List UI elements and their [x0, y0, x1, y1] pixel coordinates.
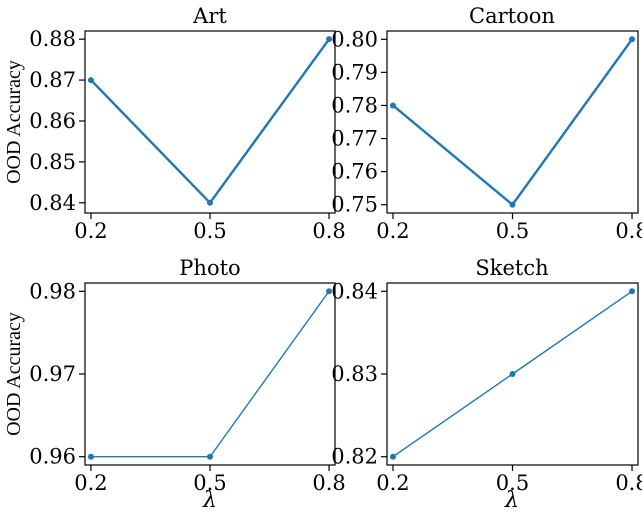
series-line	[90, 290, 330, 458]
y-tick-label: 0.96	[29, 445, 76, 469]
y-tick-label: 0.85	[29, 150, 76, 174]
x-tick-label: 0.8	[615, 219, 642, 243]
data-point	[207, 199, 213, 206]
data-point	[87, 77, 94, 84]
y-tick-label: 0.77	[331, 127, 378, 151]
data-point	[326, 36, 333, 43]
y-tick-label: 0.78	[331, 93, 378, 117]
plot-frame	[84, 30, 336, 214]
plot-marks: 0.84 0.85 0.86 0.87 0.88 0.2 0.5 0.8	[29, 27, 346, 243]
x-tick-label: 0.8	[312, 471, 345, 495]
y-axis-label: OOD Accuracy	[3, 60, 25, 184]
x-axis-label: λ	[202, 488, 217, 513]
x-tick-label: 0.8	[312, 219, 345, 243]
y-tick-label: 0.82	[331, 445, 378, 469]
y-tick-label: 0.79	[331, 60, 378, 84]
series-line	[392, 38, 633, 206]
panel-title: Cartoon	[469, 4, 555, 28]
subplot-cartoon: Cartoon 0.750.760.770.780.790.800.2 0.5 0.…	[331, 4, 642, 243]
data-point	[629, 36, 636, 43]
y-tick-label: 0.86	[29, 109, 76, 133]
y-tick-label: 0.97	[29, 362, 76, 386]
x-tick-label: 0.2	[376, 219, 409, 243]
data-point	[389, 102, 396, 109]
y-tick-label: 0.84	[331, 279, 378, 303]
subplot-art: Art OOD Accuracy 0.84 0.85 0.86 0.87 0.88 0.2…	[3, 4, 346, 243]
data-point	[389, 453, 396, 460]
plot-marks: 0.75 0.76 0.77 0.78 0.79 0.80 0.2 0.5 0.8	[331, 27, 642, 243]
data-point	[509, 371, 516, 377]
y-tick-label: 0.84	[29, 191, 76, 215]
subplot-photo: Photo OOD Accuracy λ 0.960.970.980.2 0.5 0…	[3, 256, 346, 513]
x-tick-label: 0.5	[496, 219, 529, 243]
x-tick-label: 0.5	[193, 219, 226, 243]
x-tick-label: 0.5	[496, 471, 529, 495]
y-tick-label: 0.87	[29, 68, 76, 92]
subplot-sketch: Sketch λ 0.82 0.83 0.84 0.2 0.5 0.8	[331, 256, 642, 513]
panel-title: Sketch	[475, 256, 548, 280]
x-tick-label: 0.2	[74, 219, 107, 243]
x-tick-label: 0.8	[615, 471, 642, 495]
panel-title: Art	[192, 4, 227, 28]
x-tick-label: 0.2	[376, 471, 409, 495]
x-axis-label: λ	[504, 488, 519, 513]
x-tick-label: 0.2	[74, 471, 107, 495]
data-point	[326, 288, 333, 295]
plot-marks: 0.96 0.97 0.98 0.2 0.5 0.8	[29, 279, 346, 495]
y-tick-label: 0.98	[29, 279, 76, 303]
data-point	[207, 453, 213, 460]
plot-marks: 0.82 0.83 0.84 0.2 0.5 0.8	[331, 279, 642, 495]
series-line	[90, 38, 331, 204]
panel-title: Photo	[179, 256, 240, 280]
y-tick-label: 0.83	[331, 362, 378, 386]
data-point	[87, 453, 94, 460]
y-tick-label: 0.88	[29, 27, 76, 51]
plot-frame	[386, 30, 639, 214]
plot-frame	[84, 282, 336, 466]
data-point	[629, 288, 636, 295]
y-tick-label: 0.75	[331, 193, 378, 217]
x-tick-label: 0.5	[193, 471, 226, 495]
data-point	[509, 201, 516, 208]
y-tick-label: 0.80	[331, 27, 378, 51]
y-axis-label: OOD Accuracy	[3, 312, 25, 436]
y-tick-label: 0.76	[331, 160, 378, 184]
